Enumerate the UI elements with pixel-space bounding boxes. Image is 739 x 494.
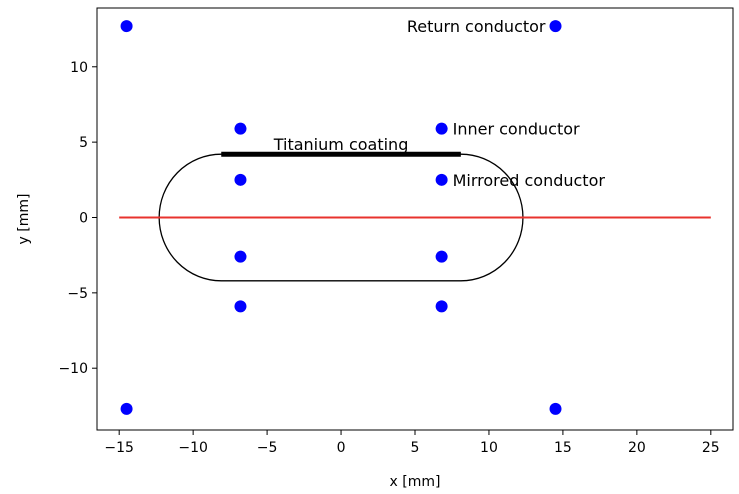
annotation-label: Titanium coating [273,135,409,154]
plot-frame [96,7,734,431]
y-tick-label: 5 [79,135,88,151]
x-tick-label: 20 [628,440,646,456]
racetrack-outline [158,153,524,282]
data-point [549,402,562,415]
x-tick-label: 10 [480,440,498,456]
y-tick-label: 0 [79,210,88,226]
data-point [120,402,133,415]
y-axis-label: y [mm] [16,194,32,245]
data-point [234,173,247,186]
x-tick-label: 0 [337,440,346,456]
data-point [234,122,247,135]
y-tick-label: −5 [67,286,88,302]
x-tick-label: 5 [411,440,420,456]
data-point [549,20,562,33]
data-point [435,300,448,313]
data-point [435,173,448,186]
x-tick-label: −5 [257,440,278,456]
x-axis-label: x [mm] [390,474,441,490]
x-tick-label: −10 [178,440,208,456]
annotation-label: Inner conductor [453,120,580,139]
data-point [120,20,133,33]
annotation-label: Return conductor [407,17,546,36]
data-point [234,300,247,313]
annotation-label: Mirrored conductor [453,171,606,190]
y-tick-label: 10 [70,60,88,76]
data-point [435,250,448,263]
x-tick-label: −15 [104,440,134,456]
x-tick-label: 15 [554,440,572,456]
y-tick-label: −10 [58,361,88,377]
data-point [435,122,448,135]
data-point [234,250,247,263]
x-tick-label: 25 [702,440,720,456]
